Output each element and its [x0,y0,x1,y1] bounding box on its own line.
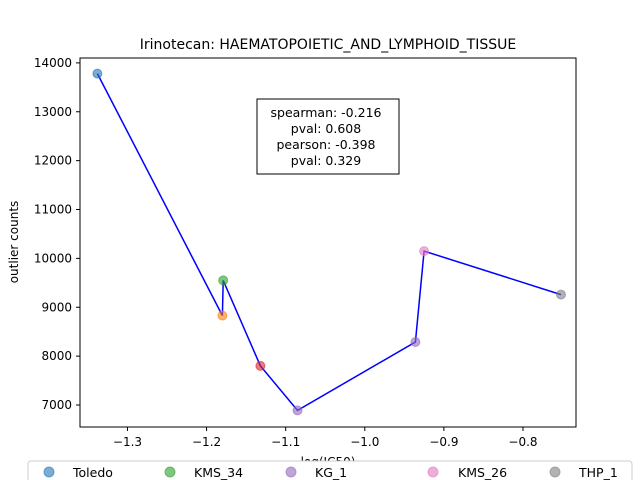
series-line [96,73,562,412]
legend-box [27,460,633,480]
stats-line-pearson: pearson: -0.398 [277,137,376,152]
legend-marker [285,466,297,478]
x-tick-label: −0.9 [429,435,458,449]
legend: Toledo KMS_34 KG_1 KMS_26 THP_1 [27,460,633,480]
data-point [292,405,303,416]
y-tick-label: 14000 [34,56,72,70]
x-tick-label: −1.1 [271,435,300,449]
x-tick-label: −1.3 [113,435,142,449]
y-tick-label: 11000 [34,203,72,217]
axes-frame [79,57,577,428]
chart-title: Irinotecan: HAEMATOPOIETIC_AND_LYMPHOID_… [140,37,516,53]
data-point [556,289,566,300]
y-tick-label: 9000 [41,300,72,314]
y-tick-label: 10000 [34,251,72,265]
data-point [218,275,229,286]
stats-annotation-box [256,98,400,175]
legend-marker [549,466,561,478]
y-tick-label: 12000 [34,154,72,168]
data-point [410,337,421,347]
legend-label: KMS_34 [194,465,243,480]
legend-label: Toledo [72,465,113,480]
stats-line-spearman: spearman: -0.216 [271,105,382,120]
data-point [255,360,266,371]
legend-label: THP_1 [578,465,618,480]
legend-marker [43,466,55,478]
legend-label: KG_1 [315,465,347,480]
legend-marker [427,466,439,478]
x-tick-label: −1.2 [192,435,221,449]
x-tick-label: −1.0 [350,435,379,449]
plot-area [92,68,566,416]
y-tick-label: 8000 [41,349,72,363]
stats-annotation: spearman: -0.216 pval: 0.608 pearson: -0… [256,98,400,175]
axis-ticks: −1.3 −1.2 −1.1 −1.0 −0.9 −0.8 7000 8000 9000 1000… [34,56,538,449]
data-point [419,246,430,257]
data-point [217,310,228,321]
data-point [92,68,103,79]
y-tick-label: 13000 [34,105,72,119]
stats-line-spearman-pval: pval: 0.608 [291,121,361,136]
legend-label: KMS_26 [458,465,507,480]
legend-marker [164,466,176,478]
stats-line-pearson-pval: pval: 0.329 [291,153,361,168]
x-tick-label: −0.8 [508,435,537,449]
y-tick-label: 7000 [41,398,72,412]
y-axis-label: outlier counts [7,201,21,284]
